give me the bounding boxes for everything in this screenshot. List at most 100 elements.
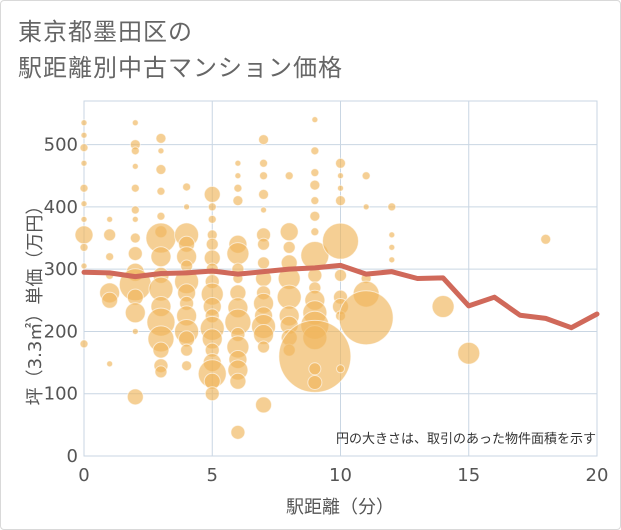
- bubble-point: [131, 327, 139, 335]
- y-tick-label: 100: [44, 384, 78, 405]
- bubble-point: [278, 319, 352, 393]
- bubble-point: [155, 164, 167, 176]
- bubble-point: [284, 171, 294, 181]
- bubble-point: [307, 375, 323, 391]
- x-tick-label: 10: [329, 465, 352, 486]
- bubble-point: [388, 256, 396, 264]
- bubble-point: [203, 185, 221, 203]
- bubble-point: [156, 186, 166, 196]
- bubble-point: [131, 215, 139, 223]
- bubble-point: [130, 146, 140, 156]
- chart-title-line1: 東京都墨田区の: [18, 18, 193, 46]
- bubble-point: [74, 225, 94, 245]
- bubble-point: [183, 203, 191, 211]
- y-axis-title: 坪（3.3㎡）単価（万円）: [24, 197, 46, 406]
- bubble-point: [257, 237, 271, 251]
- y-tick-label: 200: [44, 321, 78, 342]
- bubble-point: [260, 206, 268, 214]
- y-tick-label: 0: [67, 446, 78, 467]
- bubble-point: [106, 360, 114, 368]
- bubble-point: [309, 179, 321, 191]
- bubble-point: [388, 243, 396, 251]
- size-note: 円の大きさは、取引のあった物件面積を示す: [336, 432, 596, 447]
- bubble-point: [155, 132, 167, 144]
- bubble-point: [105, 252, 115, 262]
- bubble-point: [457, 341, 481, 365]
- bubble-point: [207, 214, 217, 224]
- x-axis-title: 駅距離（分）: [286, 497, 394, 518]
- bubble-point: [79, 143, 89, 153]
- x-tick-label: 20: [586, 465, 609, 486]
- bubble-point: [335, 157, 346, 169]
- bubble-point: [226, 242, 250, 266]
- x-tick-label: 5: [207, 465, 218, 486]
- bubble-point: [362, 203, 370, 211]
- bubble-point: [310, 196, 320, 206]
- x-tick-label: 0: [78, 465, 89, 486]
- bubble-point: [233, 183, 243, 193]
- bubble-point: [234, 159, 242, 167]
- bubble-point: [309, 210, 321, 222]
- bubble-point: [130, 183, 140, 193]
- bubble-point: [131, 119, 139, 127]
- bubble-point: [310, 168, 320, 178]
- bubble-point: [255, 396, 273, 414]
- bubble-point: [338, 290, 394, 346]
- bubble-point: [431, 295, 455, 319]
- bubble-point: [232, 195, 244, 207]
- bubble-point: [229, 372, 247, 390]
- bubble-point: [106, 215, 114, 223]
- bubble-point: [80, 131, 88, 139]
- bubble-point: [79, 242, 89, 252]
- bubble-point: [79, 183, 89, 193]
- y-tick-label: 400: [44, 197, 78, 218]
- chart-title-line2: 駅距離別中古マンション価格: [18, 54, 343, 82]
- bubble-point: [310, 227, 320, 237]
- bubble-point: [129, 232, 141, 244]
- bubble-point: [234, 172, 242, 180]
- bubble-point: [130, 205, 140, 215]
- bubble-point: [336, 364, 345, 374]
- bubble-point: [361, 171, 371, 181]
- bubble-point: [80, 215, 88, 223]
- bubble-point: [124, 302, 146, 324]
- y-tick-label: 500: [44, 135, 78, 156]
- bubble-point: [207, 202, 217, 212]
- bubble-point: [204, 386, 220, 402]
- bubble-point: [131, 162, 139, 170]
- bubble-point: [182, 182, 192, 192]
- average-line-layer: [81, 262, 600, 331]
- chart-title: 東京都墨田区の 駅距離別中古マンション価格: [18, 14, 343, 86]
- bubble-point: [388, 231, 396, 239]
- bubble-point: [540, 233, 552, 245]
- bubble-point: [80, 200, 88, 208]
- bubble-point: [258, 134, 270, 146]
- bubble-point: [127, 246, 143, 262]
- bubble-point: [101, 291, 119, 309]
- x-tick-label: 15: [457, 465, 480, 486]
- bubble-point: [230, 424, 246, 440]
- bubble-point: [79, 339, 89, 349]
- bubble-point: [337, 184, 344, 192]
- bubble-point: [337, 172, 344, 180]
- bubble-point: [152, 341, 170, 359]
- bubble-point: [279, 222, 299, 242]
- bubble-point: [205, 237, 219, 251]
- bubble-point: [80, 119, 88, 127]
- bubble-point: [311, 116, 319, 124]
- y-tick-label: 300: [44, 259, 78, 280]
- bubble-point: [257, 340, 271, 354]
- bubble-point: [259, 171, 269, 181]
- bubble-point: [181, 360, 193, 372]
- bubble-point: [180, 343, 194, 357]
- bubble-point: [126, 388, 144, 406]
- bubble-point: [156, 211, 166, 221]
- bubble-point: [154, 365, 168, 379]
- bubble-point: [387, 202, 397, 212]
- bubble-point: [150, 246, 172, 268]
- bubble-point: [259, 158, 269, 168]
- bubble-point: [310, 146, 320, 156]
- bubble-point: [257, 256, 271, 270]
